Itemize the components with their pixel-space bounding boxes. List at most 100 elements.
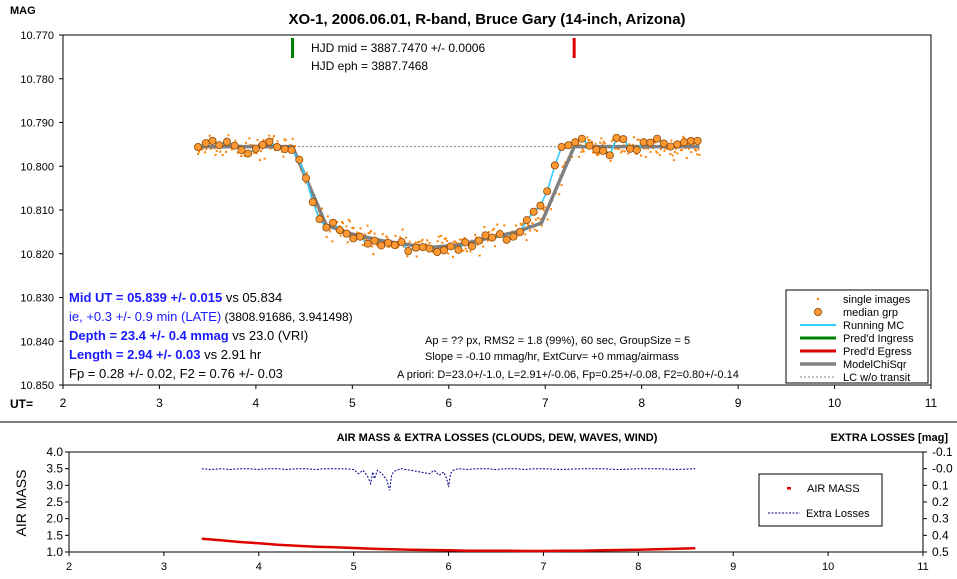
single-image-point [329,230,332,233]
length-value: Length = 2.94 +/- 0.03 [69,347,201,362]
single-image-point [408,240,411,243]
single-image-point [581,148,584,151]
single-image-point [546,218,549,221]
single-image-point [531,222,534,225]
median-group-point [467,242,476,251]
mid-ut-compare: vs 05.834 [222,290,282,305]
median-group-point [639,138,648,147]
legend-item-lc-without-transit: LC w/o transit [800,372,910,384]
single-image-point [436,240,439,243]
airmass-x-tick-label: 6 [445,561,451,573]
legend-label-extra-losses: Extra Losses [806,508,870,520]
single-image-point [664,147,667,150]
extra-losses-tick-label: 0.3 [932,512,949,526]
median-group-point [425,244,434,253]
single-image-point [627,152,630,155]
legend-item-running-mc: Running MC [800,320,904,332]
single-image-point [230,148,233,151]
single-image-point [315,205,318,208]
single-image-point [514,224,517,227]
extra-losses-axis-title: EXTRA LOSSES [mag] [830,432,948,444]
single-image-point [447,252,450,255]
single-image-point [654,141,657,144]
extra-losses-series-line [201,468,696,491]
single-image-point [268,134,271,137]
legend-label-running-mc: Running MC [843,320,904,332]
median-group-point [222,137,231,146]
single-image-point [656,151,659,154]
single-image-point [692,142,695,145]
median-group-point [536,201,545,210]
single-image-point [208,134,211,137]
median-group-point [230,141,239,150]
single-image-point [682,135,685,138]
single-image-point [366,224,369,227]
single-image-point [221,153,224,156]
single-image-point [352,226,355,229]
single-image-point [426,239,429,242]
extra-losses-tick-label: -0.1 [932,445,953,459]
y-tick-label: 10.780 [20,74,54,86]
median-group-point [529,207,538,216]
single-image-point [276,140,279,143]
extra-losses-y-ticks: -0.1 -0.0 0.1 0.2 0.3 0.4 0.5 [923,445,953,559]
ie-value: ie, +0.3 +/- 0.9 min (LATE) [69,309,221,324]
median-group-point [488,233,497,242]
median-group-point [666,142,675,151]
median-group-point [329,218,338,227]
median-group-point [433,247,442,256]
x-tick-label: 2 [60,396,67,410]
single-image-point [428,241,431,244]
airmass-x-tick-label: 5 [351,561,357,573]
single-image-point [463,236,466,239]
airmass-y-ticks: 1.0 1.5 2.0 2.5 3.0 3.5 4.0 [46,445,69,559]
single-image-point [690,151,693,154]
legend-swatch-median-grp [814,307,823,316]
legend-label-egress: Pred'd Egress [843,346,912,358]
single-image-point [519,222,522,225]
single-image-point [253,152,256,155]
median-group-point [653,134,662,143]
single-image-point [599,141,602,144]
single-image-point [693,148,696,151]
single-image-point [240,155,243,158]
hjd-mid-text: HJD mid = 3887.7470 +/- 0.0006 [311,41,485,55]
x-tick-label: 11 [925,396,938,410]
single-image-point [204,151,207,154]
median-group-point [543,187,552,196]
single-image-point [637,138,640,141]
single-image-point [385,235,388,238]
length-line: Length = 2.94 +/- 0.03 vs 2.91 hr [69,347,262,362]
single-image-point [415,255,418,258]
single-image-point [596,154,599,157]
x-axis-label: UT= [10,397,33,411]
single-image-point [688,147,691,150]
y-ticks: 10.770 10.780 10.790 10.800 10.810 10.820 10.8… [20,30,63,392]
single-image-point [647,147,650,150]
single-image-point [341,222,344,225]
transit-chart: XO-1, 2006.06.01, R-band, Bruce Gary (14… [10,5,938,411]
single-image-point [273,135,276,138]
length-compare: vs 2.91 hr [201,347,262,362]
airmass-y-tick-label: 1.0 [46,545,63,559]
single-image-point [562,164,565,167]
single-image-point [550,208,553,211]
airmass-chart-title: AIR MASS & EXTRA LOSSES (CLOUDS, DEW, WA… [337,432,658,444]
single-image-point [215,149,218,152]
single-image-point [676,152,679,155]
median-group-point [454,245,463,254]
single-image-point [386,236,389,239]
median-group-point [605,151,614,160]
single-image-point [359,227,362,230]
airmass-y-tick-label: 3.5 [46,462,63,476]
single-image-point [534,218,537,221]
median-group-point [693,136,702,145]
median-group-point [673,140,682,149]
median-group-point [495,230,504,239]
single-image-point [558,193,561,196]
single-image-point [462,249,465,252]
single-image-point [440,234,443,237]
single-image-point [492,227,495,230]
single-image-point [561,166,564,169]
results-block: Mid UT = 05.839 +/- 0.015 vs 05.834 ie, … [69,290,353,381]
